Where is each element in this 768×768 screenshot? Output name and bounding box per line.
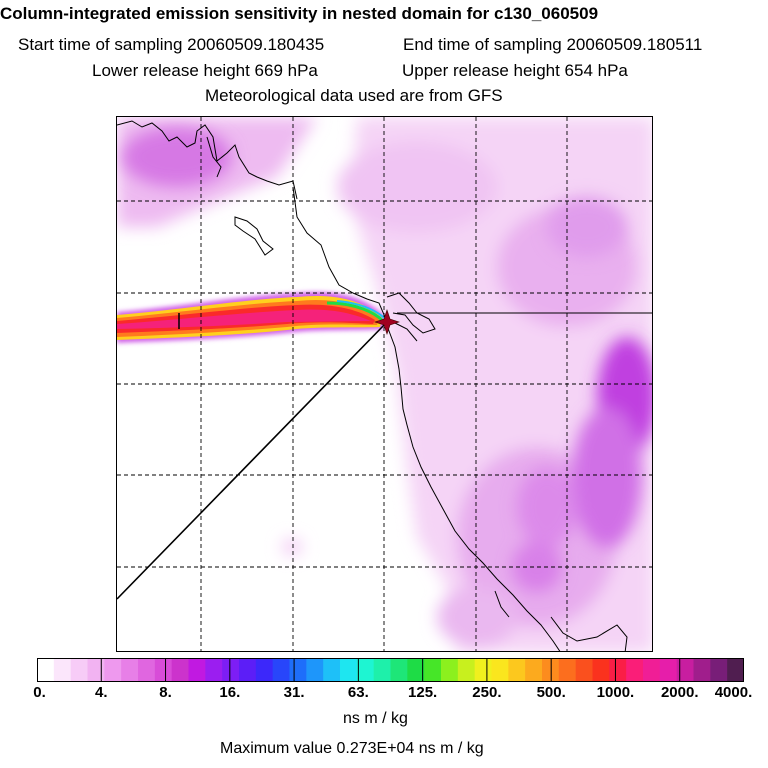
- colorbar-swatch: [626, 658, 644, 682]
- colorbar-tick-label: 4000.: [714, 684, 753, 701]
- colorbar-tick-label: 250.: [472, 684, 502, 701]
- figure-title: Column-integrated emission sensitivity i…: [0, 4, 599, 23]
- colorbar-swatch: [491, 658, 509, 682]
- lower-release-height: Lower release height 669 hPa: [92, 61, 318, 80]
- colorbar-swatch: [373, 658, 391, 682]
- colorbar-swatch: [659, 658, 678, 682]
- colorbar-swatch: [710, 658, 728, 682]
- colorbar-swatch: [87, 658, 105, 682]
- map-graphic: [117, 117, 652, 651]
- colorbar-swatch: [542, 658, 560, 682]
- colorbar-swatch: [154, 658, 173, 682]
- upper-release-height: Upper release height 654 hPa: [402, 61, 628, 80]
- colorbar-tick-label: 0.: [33, 684, 46, 701]
- colorbar-swatch: [575, 658, 593, 682]
- colorbar-swatch: [323, 658, 341, 682]
- colorbar-swatch: [222, 658, 240, 682]
- colorbar-tick-label: 2000.: [660, 684, 699, 701]
- colorbar-swatch: [643, 658, 661, 682]
- lat-lon-grid: [117, 117, 652, 651]
- colorbar-swatch: [205, 658, 223, 682]
- colorbar-swatch: [37, 658, 55, 682]
- colorbar-swatch: [272, 658, 290, 682]
- release-point-marker: [374, 309, 400, 335]
- colorbar-swatch: [407, 658, 425, 682]
- colorbar-swatch: [289, 658, 307, 682]
- colorbar-tick-label: 1000.: [596, 684, 635, 701]
- colorbar-swatch: [104, 658, 122, 682]
- colorbar-swatch: [609, 658, 627, 682]
- colorbar-swatch: [188, 658, 206, 682]
- colorbar-tick-label: 8.: [159, 684, 172, 701]
- trajectory-line: [117, 313, 388, 600]
- colorbar-swatch: [676, 658, 694, 682]
- colorbar-tick-label: 16.: [219, 684, 241, 701]
- emission-plume: [117, 292, 388, 343]
- colorbar-swatch: [558, 658, 577, 682]
- sensitivity-field-low: [117, 117, 652, 651]
- colorbar-swatch: [390, 658, 408, 682]
- colorbar-tick-label: 125.: [408, 684, 438, 701]
- colorbar-swatch: [53, 658, 72, 682]
- colorbar-swatch: [457, 658, 476, 682]
- colorbar-swatch: [508, 658, 526, 682]
- colorbar-units: ns m / kg: [343, 710, 408, 727]
- colorbar-swatch: [727, 658, 745, 682]
- meteorological-data-note: Meteorological data used are from GFS: [205, 86, 503, 105]
- colorbar-swatch: [239, 658, 257, 682]
- colorbar-swatch: [70, 658, 88, 682]
- colorbar-swatch: [121, 658, 139, 682]
- sampling-end-time: End time of sampling 20060509.180511: [403, 35, 703, 54]
- colorbar-swatch: [340, 658, 358, 682]
- colorbar-swatch: [356, 658, 375, 682]
- colorbar-swatch: [525, 658, 543, 682]
- colorbar: [36, 658, 745, 682]
- colorbar-swatch: [474, 658, 492, 682]
- colorbar-swatches: [36, 658, 745, 682]
- colorbar-tick-label: 63.: [347, 684, 369, 701]
- colorbar-tick-label: 4.: [95, 684, 108, 701]
- colorbar-swatch: [138, 658, 156, 682]
- colorbar-swatch: [306, 658, 324, 682]
- sensitivity-map: [116, 116, 653, 652]
- sampling-start-time: Start time of sampling 20060509.180435: [18, 35, 325, 54]
- maximum-value: Maximum value 0.273E+04 ns m / kg: [220, 740, 484, 757]
- colorbar-swatch: [424, 658, 442, 682]
- colorbar-tick-label: 31.: [283, 684, 305, 701]
- colorbar-swatch: [592, 658, 610, 682]
- colorbar-swatch: [255, 658, 274, 682]
- colorbar-tick-label: 500.: [536, 684, 566, 701]
- colorbar-swatch: [171, 658, 189, 682]
- colorbar-border: [37, 658, 744, 682]
- colorbar-swatch: [693, 658, 711, 682]
- colorbar-swatch: [441, 658, 459, 682]
